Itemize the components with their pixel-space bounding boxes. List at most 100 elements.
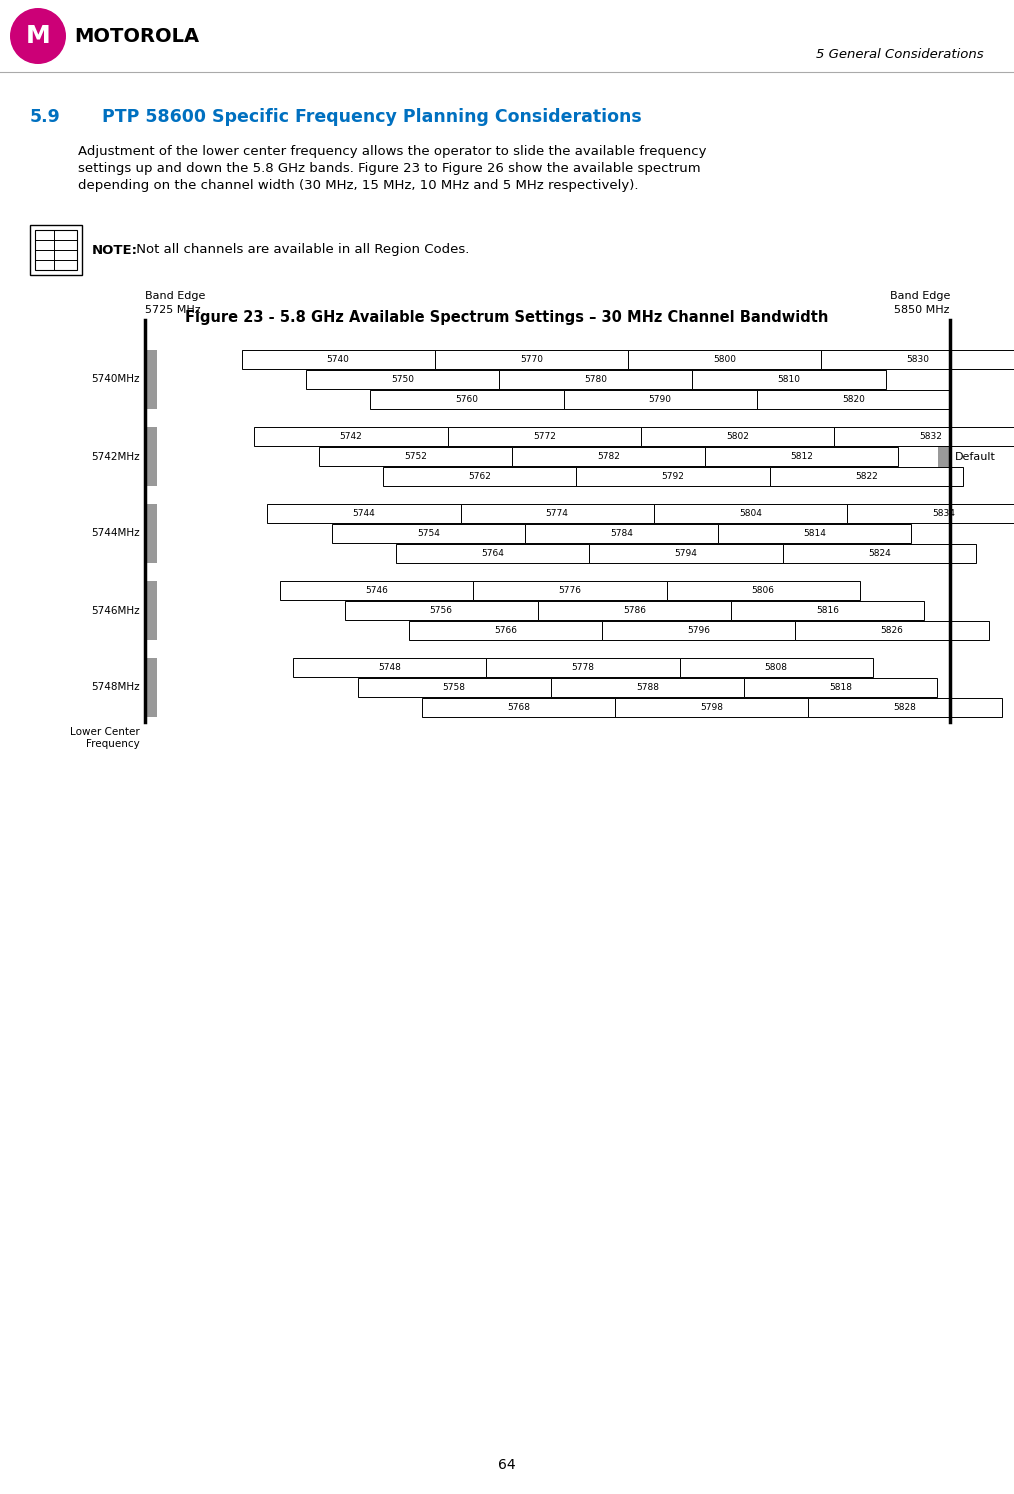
FancyBboxPatch shape xyxy=(474,581,666,601)
FancyBboxPatch shape xyxy=(589,544,783,563)
Text: 5802: 5802 xyxy=(726,432,749,441)
FancyBboxPatch shape xyxy=(293,657,487,677)
Text: 5776: 5776 xyxy=(559,586,582,595)
FancyBboxPatch shape xyxy=(422,698,615,717)
Text: 5792: 5792 xyxy=(662,472,684,481)
Text: 5762: 5762 xyxy=(468,472,492,481)
Text: 5818: 5818 xyxy=(829,683,852,692)
Text: 5812: 5812 xyxy=(791,453,813,462)
FancyBboxPatch shape xyxy=(345,601,537,620)
Text: Figure 23 - 5.8 GHz Available Spectrum Settings – 30 MHz Channel Bandwidth: Figure 23 - 5.8 GHz Available Spectrum S… xyxy=(186,309,828,326)
Text: 5796: 5796 xyxy=(687,626,711,635)
FancyBboxPatch shape xyxy=(706,447,898,466)
FancyBboxPatch shape xyxy=(268,503,460,523)
Text: 5800: 5800 xyxy=(713,356,736,365)
FancyBboxPatch shape xyxy=(145,350,157,409)
Text: 5.9: 5.9 xyxy=(30,108,61,125)
FancyBboxPatch shape xyxy=(370,390,564,409)
FancyBboxPatch shape xyxy=(795,622,989,639)
Text: 5782: 5782 xyxy=(597,453,621,462)
Text: 5850 MHz: 5850 MHz xyxy=(894,305,950,315)
FancyBboxPatch shape xyxy=(525,524,718,542)
Text: 5725 MHz: 5725 MHz xyxy=(145,305,201,315)
FancyBboxPatch shape xyxy=(332,524,525,542)
Text: 5742: 5742 xyxy=(340,432,362,441)
Text: 5784: 5784 xyxy=(610,529,633,538)
Text: 5744MHz: 5744MHz xyxy=(91,529,140,538)
Text: 5832: 5832 xyxy=(920,432,942,441)
Text: 5834: 5834 xyxy=(932,509,955,518)
FancyBboxPatch shape xyxy=(654,503,847,523)
FancyBboxPatch shape xyxy=(628,350,821,369)
FancyBboxPatch shape xyxy=(499,371,693,388)
FancyBboxPatch shape xyxy=(280,581,474,601)
Text: 5816: 5816 xyxy=(816,607,840,616)
FancyBboxPatch shape xyxy=(318,447,512,466)
Text: MOTOROLA: MOTOROLA xyxy=(74,27,199,45)
Text: 5772: 5772 xyxy=(532,432,556,441)
Text: PTP 58600 Specific Frequency Planning Considerations: PTP 58600 Specific Frequency Planning Co… xyxy=(102,108,642,125)
Text: 5830: 5830 xyxy=(907,356,929,365)
FancyBboxPatch shape xyxy=(30,226,82,275)
Text: 5758: 5758 xyxy=(443,683,465,692)
Text: 5746: 5746 xyxy=(365,586,388,595)
Text: NOTE:: NOTE: xyxy=(92,244,138,257)
FancyBboxPatch shape xyxy=(564,390,756,409)
FancyBboxPatch shape xyxy=(577,468,770,486)
Text: 5790: 5790 xyxy=(649,394,671,403)
FancyBboxPatch shape xyxy=(666,581,860,601)
FancyBboxPatch shape xyxy=(512,447,706,466)
Text: 5794: 5794 xyxy=(674,548,698,557)
FancyBboxPatch shape xyxy=(255,427,447,447)
Text: 5748: 5748 xyxy=(378,663,402,672)
FancyBboxPatch shape xyxy=(938,427,950,486)
Text: 5820: 5820 xyxy=(842,394,865,403)
Text: M: M xyxy=(25,24,51,48)
Text: 5766: 5766 xyxy=(494,626,517,635)
Text: 5764: 5764 xyxy=(482,548,504,557)
Text: 5824: 5824 xyxy=(868,548,890,557)
FancyBboxPatch shape xyxy=(615,698,808,717)
FancyBboxPatch shape xyxy=(808,698,1002,717)
Text: 5786: 5786 xyxy=(623,607,646,616)
Text: 5780: 5780 xyxy=(584,375,607,384)
Text: 5814: 5814 xyxy=(803,529,826,538)
FancyBboxPatch shape xyxy=(35,230,77,270)
FancyBboxPatch shape xyxy=(551,678,744,698)
Text: 5788: 5788 xyxy=(636,683,659,692)
FancyBboxPatch shape xyxy=(145,581,157,639)
Text: 5770: 5770 xyxy=(520,356,542,365)
Text: 5754: 5754 xyxy=(417,529,440,538)
FancyBboxPatch shape xyxy=(145,427,157,486)
Text: 5810: 5810 xyxy=(778,375,800,384)
Circle shape xyxy=(10,7,66,64)
FancyBboxPatch shape xyxy=(487,657,679,677)
FancyBboxPatch shape xyxy=(435,350,628,369)
FancyBboxPatch shape xyxy=(718,524,912,542)
Text: 5746MHz: 5746MHz xyxy=(91,605,140,616)
Text: 5828: 5828 xyxy=(893,704,917,713)
Text: 5760: 5760 xyxy=(455,394,479,403)
FancyBboxPatch shape xyxy=(731,601,924,620)
Text: 5742MHz: 5742MHz xyxy=(91,451,140,462)
FancyBboxPatch shape xyxy=(409,622,602,639)
FancyBboxPatch shape xyxy=(847,503,1014,523)
FancyBboxPatch shape xyxy=(145,503,157,563)
Text: 5768: 5768 xyxy=(507,704,530,713)
FancyBboxPatch shape xyxy=(306,371,499,388)
Text: 5748MHz: 5748MHz xyxy=(91,683,140,693)
Text: Band Edge: Band Edge xyxy=(889,291,950,300)
Text: 5756: 5756 xyxy=(430,607,452,616)
Text: depending on the channel width (30 MHz, 15 MHz, 10 MHz and 5 MHz respectively).: depending on the channel width (30 MHz, … xyxy=(78,179,639,193)
FancyBboxPatch shape xyxy=(358,678,551,698)
Text: 5750: 5750 xyxy=(391,375,414,384)
Text: 5752: 5752 xyxy=(404,453,427,462)
Text: Band Edge: Band Edge xyxy=(145,291,206,300)
Text: 5798: 5798 xyxy=(701,704,723,713)
FancyBboxPatch shape xyxy=(783,544,975,563)
Text: Default: Default xyxy=(955,451,996,462)
FancyBboxPatch shape xyxy=(447,427,641,447)
Text: 5808: 5808 xyxy=(765,663,788,672)
Text: Lower Center
Frequency: Lower Center Frequency xyxy=(70,728,140,748)
Text: 5806: 5806 xyxy=(751,586,775,595)
